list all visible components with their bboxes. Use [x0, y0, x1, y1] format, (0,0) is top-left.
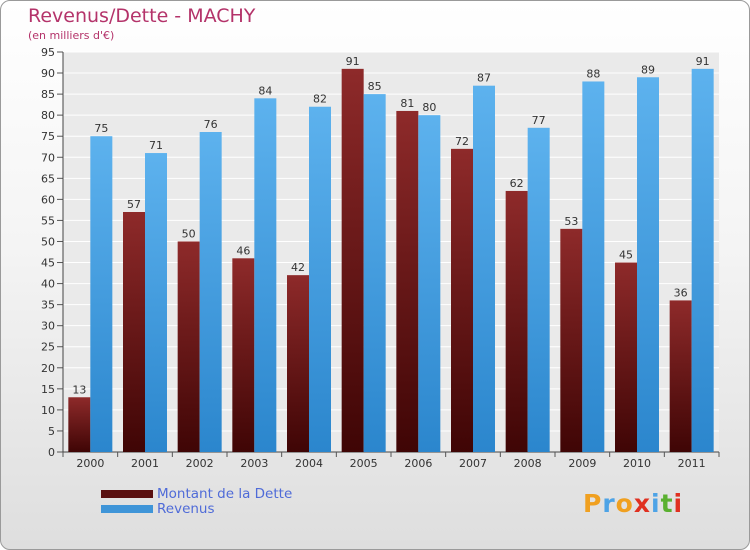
bar-montant-dette [615, 262, 637, 452]
data-label-dette: 62 [510, 177, 524, 190]
legend-label-dette: Montant de la Dette [157, 486, 293, 502]
legend-swatch-dette [101, 490, 153, 498]
x-tick-label: 2011 [678, 457, 706, 470]
x-tick-label: 2002 [186, 457, 214, 470]
bar-revenus [309, 106, 331, 452]
x-tick-label: 2001 [131, 457, 159, 470]
y-tick-label: 60 [41, 193, 55, 206]
bar-revenus [145, 153, 167, 453]
data-label-revenus: 85 [368, 80, 382, 93]
logo-letter: P [583, 489, 603, 518]
logo-letter: i [673, 489, 684, 518]
data-label-revenus: 80 [422, 101, 436, 114]
data-label-revenus: 89 [641, 63, 655, 76]
y-tick-label: 10 [41, 404, 55, 417]
data-label-revenus: 77 [532, 114, 546, 127]
y-tick-label: 40 [41, 278, 55, 291]
bar-montant-dette [123, 212, 145, 452]
x-tick-label: 2006 [404, 457, 432, 470]
x-tick-label: 2007 [459, 457, 487, 470]
y-tick-label: 50 [41, 235, 55, 248]
data-label-dette: 57 [127, 198, 141, 211]
data-label-dette: 53 [564, 215, 578, 228]
bar-montant-dette [287, 275, 309, 452]
y-tick-label: 25 [41, 341, 55, 354]
logo-letter: i [651, 489, 661, 518]
bar-revenus [90, 136, 113, 453]
y-tick-label: 85 [41, 88, 55, 101]
y-tick-label: 30 [41, 320, 55, 333]
bar-revenus [473, 85, 495, 453]
y-tick-label: 90 [41, 67, 55, 80]
data-label-dette: 72 [455, 135, 469, 148]
logo-letter: r [602, 489, 616, 518]
x-tick-label: 2010 [623, 457, 651, 470]
bar-montant-dette [505, 190, 528, 452]
y-tick-label: 75 [41, 130, 55, 143]
data-label-dette: 91 [346, 55, 360, 68]
data-label-revenus: 84 [258, 84, 272, 97]
data-label-revenus: 88 [586, 67, 600, 80]
data-label-revenus: 71 [149, 139, 163, 152]
legend-label-revenus: Revenus [157, 501, 215, 517]
bar-montant-dette [451, 148, 473, 452]
data-label-dette: 46 [236, 244, 250, 257]
data-label-dette: 50 [182, 227, 196, 240]
bar-montant-dette [560, 228, 583, 452]
bar-revenus [199, 132, 222, 452]
bar-montant-dette [68, 397, 91, 452]
chart-title: Revenus/Dette - MACHY [28, 5, 256, 27]
data-label-dette: 81 [400, 97, 414, 110]
chart-subtitle: (en milliers d'€) [28, 29, 115, 42]
plot-area [63, 52, 719, 452]
data-label-dette: 36 [674, 286, 688, 299]
bar-revenus [691, 68, 714, 452]
logo-letter: o [615, 489, 634, 518]
data-label-dette: 42 [291, 261, 305, 274]
x-tick-label: 2005 [350, 457, 378, 470]
data-label-dette: 45 [619, 249, 633, 262]
x-tick-label: 2004 [295, 457, 323, 470]
y-tick-label: 95 [41, 46, 55, 59]
proxiti-logo: Proxiti [583, 489, 683, 518]
bar-montant-dette [669, 300, 692, 452]
bar-montant-dette [396, 110, 419, 453]
x-tick-label: 2009 [568, 457, 596, 470]
bar-revenus [254, 98, 277, 452]
x-tick-label: 2003 [240, 457, 268, 470]
y-tick-label: 45 [41, 257, 55, 270]
y-tick-label: 15 [41, 383, 55, 396]
bar-montant-dette [341, 68, 364, 452]
x-tick-label: 2008 [514, 457, 542, 470]
data-label-revenus: 91 [696, 55, 710, 68]
y-tick-label: 55 [41, 214, 55, 227]
data-label-revenus: 87 [477, 72, 491, 85]
bar-revenus [582, 81, 605, 452]
y-tick-label: 0 [48, 446, 55, 459]
y-tick-label: 80 [41, 109, 55, 122]
bar-revenus [527, 127, 550, 452]
data-label-revenus: 75 [94, 122, 108, 135]
logo-letter: t [660, 489, 674, 518]
bar-montant-dette [177, 241, 200, 452]
data-label-dette: 13 [72, 383, 86, 396]
y-tick-label: 20 [41, 362, 55, 375]
bar-revenus [637, 77, 659, 453]
data-label-revenus: 82 [313, 93, 327, 106]
x-tick-label: 2000 [76, 457, 104, 470]
y-tick-label: 65 [41, 172, 55, 185]
y-tick-label: 5 [48, 425, 55, 438]
bar-montant-dette [232, 258, 255, 452]
y-tick-label: 70 [41, 151, 55, 164]
logo-letter: x [633, 489, 651, 518]
data-label-revenus: 76 [204, 118, 218, 131]
legend-swatch-revenus [101, 505, 153, 513]
bar-revenus [363, 94, 386, 453]
bar-revenus [418, 115, 441, 452]
y-tick-label: 35 [41, 299, 55, 312]
